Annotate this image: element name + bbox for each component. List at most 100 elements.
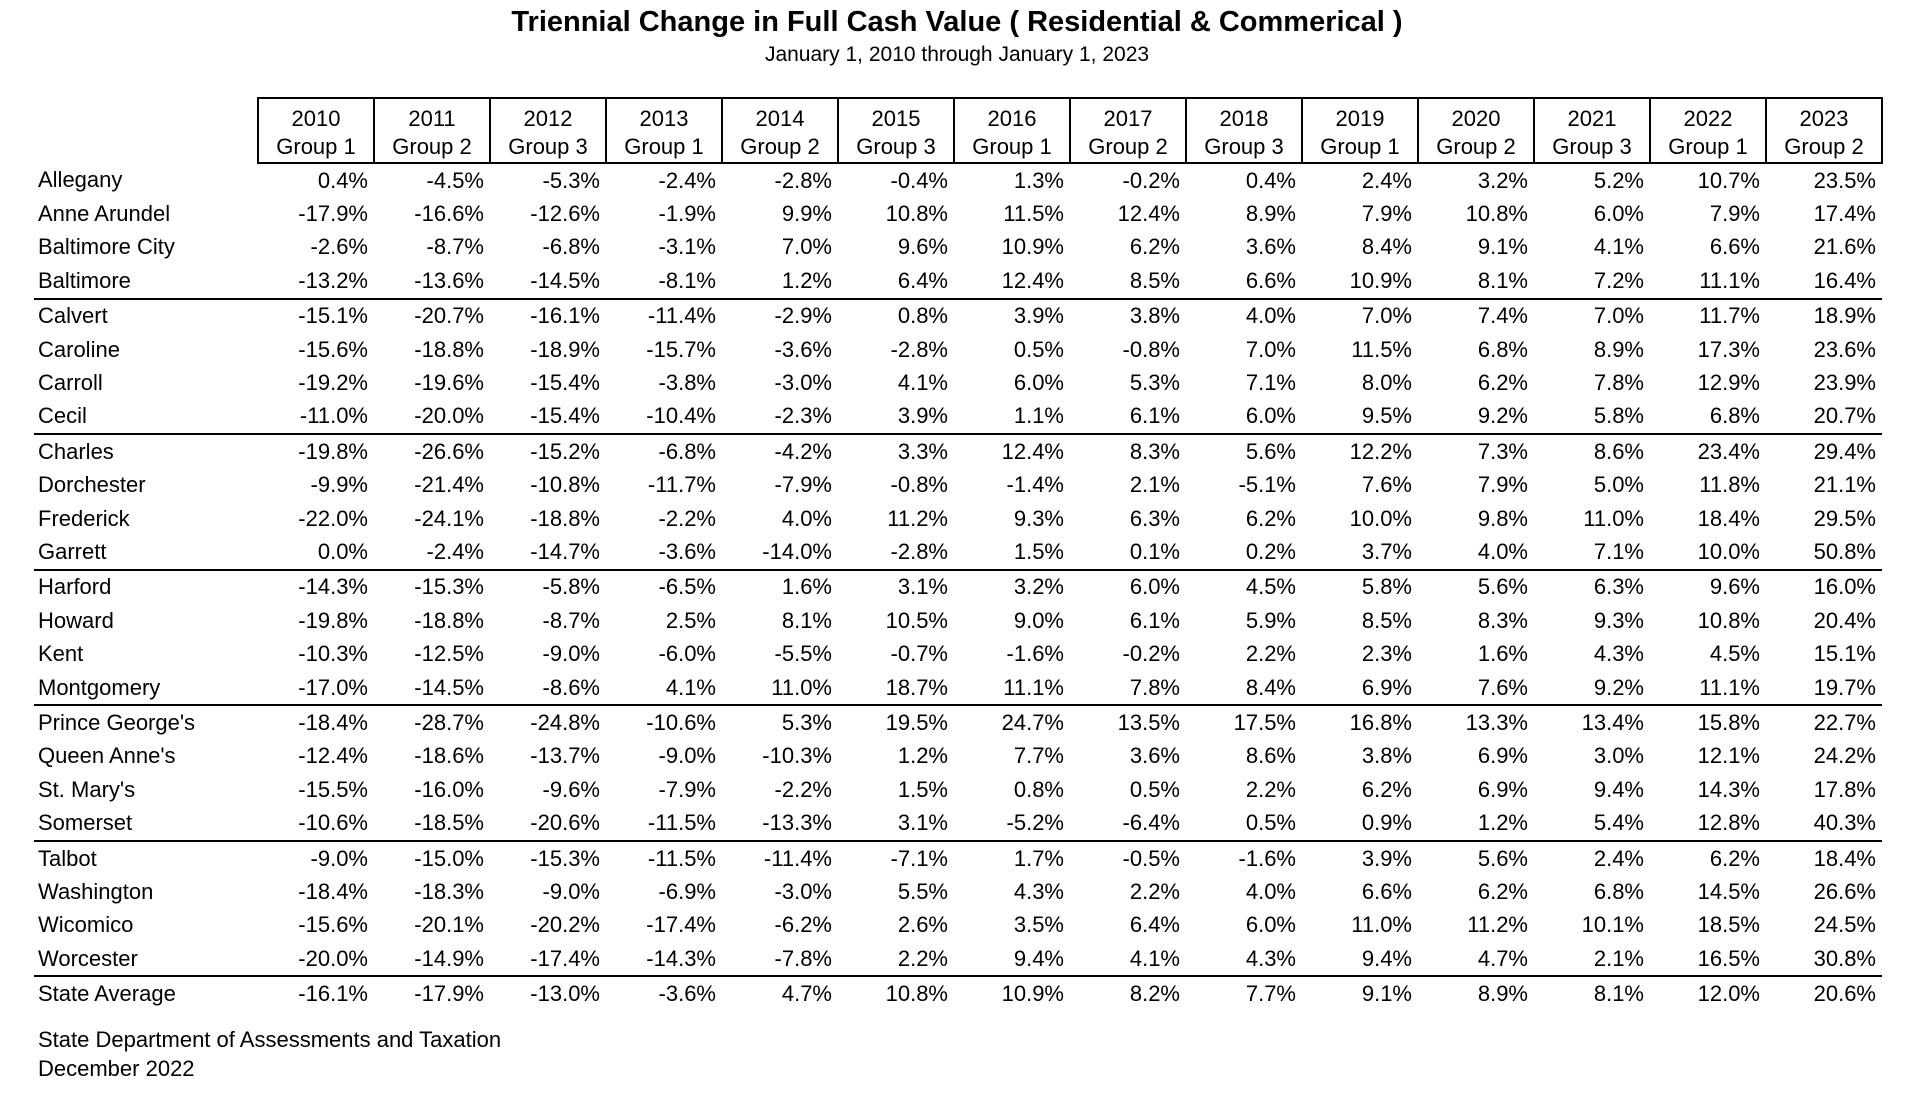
group-header: Group 3 xyxy=(489,132,607,164)
value-cell: 8.9% xyxy=(1477,981,1528,1007)
value-cell: 7.9% xyxy=(1361,201,1412,227)
value-cell: 6.0% xyxy=(1013,370,1064,396)
value-cell: 6.4% xyxy=(1129,912,1180,938)
value-cell: 6.0% xyxy=(1593,201,1644,227)
value-cell: 5.0% xyxy=(1593,472,1644,498)
value-cell: 16.5% xyxy=(1650,941,1766,978)
table-row: Baltimore -13.2% -13.6% -14.5% -8.1% 1.2% 6.4%… xyxy=(34,264,1882,300)
value-cell: 3.8% xyxy=(1129,303,1180,329)
value-cell: -9.0% xyxy=(658,743,716,769)
value-cell: -2.8% xyxy=(890,336,948,362)
value-cell: 7.3% xyxy=(1477,438,1528,464)
value-cell: 3.9% xyxy=(1361,845,1412,871)
value-cell: 26.6% xyxy=(1813,878,1876,904)
value-cell: 8.6% xyxy=(1593,438,1644,464)
county-name: Garrett xyxy=(34,535,258,571)
value-cell: -14.0% xyxy=(722,535,838,571)
value-cell: 12.1% xyxy=(1697,743,1760,769)
value-cell: 10.9% xyxy=(1001,234,1064,260)
value-cell: 6.3% xyxy=(1129,505,1180,531)
value-cell: 5.6% xyxy=(1245,438,1296,464)
county-name: Carroll xyxy=(38,370,103,396)
value-cell: 10.0% xyxy=(1349,505,1412,531)
value-cell: 3.5% xyxy=(1013,912,1064,938)
value-cell: 2.4% xyxy=(1593,845,1644,871)
value-cell: 9.5% xyxy=(1302,399,1418,436)
year-header: 2020 xyxy=(1417,97,1535,132)
value-cell: 3.0% xyxy=(1593,743,1644,769)
value-cell: 1.2% xyxy=(1418,806,1534,842)
value-cell: -1.4% xyxy=(1006,472,1064,498)
value-cell: 13.4% xyxy=(1581,709,1644,735)
value-cell: 8.5% xyxy=(1361,607,1412,633)
cash-value-table: 2010 2011 2012 2013 2014 2015 2016 2017 2018 2019… xyxy=(34,97,1883,1011)
value-cell: -0.2% xyxy=(1122,641,1180,667)
value-cell: -12.4% xyxy=(298,743,368,769)
county-name: Cecil xyxy=(34,399,258,436)
value-cell: 7.8% xyxy=(1070,670,1186,707)
value-cell: 12.0% xyxy=(1697,981,1760,1007)
value-cell: 9.4% xyxy=(954,941,1070,978)
value-cell: 1.6% xyxy=(781,574,832,600)
group-header: Group 3 xyxy=(837,132,955,164)
footer-date: December 2022 xyxy=(38,1056,195,1081)
value-cell: 0.0% xyxy=(258,535,374,571)
value-cell: 3.1% xyxy=(897,574,948,600)
value-cell: 6.8% xyxy=(1650,399,1766,436)
value-cell: 3.3% xyxy=(897,438,948,464)
value-cell: 9.4% xyxy=(1302,941,1418,978)
value-cell: 2.4% xyxy=(1361,167,1412,193)
value-cell: 12.2% xyxy=(1349,438,1412,464)
value-cell: 9.6% xyxy=(897,234,948,260)
value-cell: 6.3% xyxy=(1593,574,1644,600)
value-cell: 6.9% xyxy=(1302,670,1418,707)
value-cell: 7.9% xyxy=(1477,472,1528,498)
value-cell: 6.2% xyxy=(1709,845,1760,871)
value-cell: 10.1% xyxy=(1581,912,1644,938)
value-cell: 4.0% xyxy=(781,505,832,531)
value-cell: 8.1% xyxy=(781,607,832,633)
value-cell: 11.5% xyxy=(1003,201,1064,227)
value-cell: 6.2% xyxy=(1477,370,1528,396)
value-cell: 5.3% xyxy=(1129,370,1180,396)
value-cell: -22.0% xyxy=(298,505,368,531)
value-cell: -3.0% xyxy=(774,878,832,904)
value-cell: -6.4% xyxy=(1070,806,1186,842)
value-cell: -14.7% xyxy=(490,535,606,571)
value-cell: -12.6% xyxy=(530,201,600,227)
value-cell: -3.8% xyxy=(658,370,716,396)
value-cell: 10.8% xyxy=(1465,201,1528,227)
value-cell: 40.3% xyxy=(1766,806,1882,842)
value-cell: -3.6% xyxy=(658,981,716,1007)
group-header: Group 2 xyxy=(1069,132,1187,164)
value-cell: -11.5% xyxy=(647,845,716,871)
value-cell: 14.5% xyxy=(1697,878,1760,904)
value-cell: -19.8% xyxy=(298,438,368,464)
group-header: Group 1 xyxy=(1649,132,1767,164)
value-cell: 10.9% xyxy=(1001,981,1064,1007)
value-cell: 1.3% xyxy=(1013,167,1064,193)
value-cell: 5.8% xyxy=(1361,574,1412,600)
value-cell: 3.9% xyxy=(838,399,954,436)
value-cell: 6.4% xyxy=(838,264,954,300)
value-cell: 12.9% xyxy=(1697,370,1760,396)
value-cell: 4.0% xyxy=(1418,535,1534,571)
county-name: Washington xyxy=(38,878,154,904)
value-cell: -6.2% xyxy=(774,912,832,938)
value-cell: 8.2% xyxy=(1129,981,1180,1007)
value-cell: 7.0% xyxy=(1361,303,1412,329)
value-cell: -19.8% xyxy=(298,607,368,633)
value-cell: 11.2% xyxy=(887,505,948,531)
value-cell: 11.0% xyxy=(1351,912,1412,938)
value-cell: 0.8% xyxy=(1013,776,1064,802)
value-cell: 0.5% xyxy=(1129,776,1180,802)
county-name: Allegany xyxy=(38,167,123,193)
county-name: Baltimore xyxy=(34,264,258,300)
value-cell: 2.2% xyxy=(1245,776,1296,802)
value-cell: -0.7% xyxy=(890,641,948,667)
value-cell: 3.9% xyxy=(1013,303,1064,329)
value-cell: 2.2% xyxy=(838,941,954,978)
value-cell: 15.8% xyxy=(1697,709,1760,735)
value-cell: -9.0% xyxy=(310,845,368,871)
value-cell: 21.1% xyxy=(1813,472,1876,498)
